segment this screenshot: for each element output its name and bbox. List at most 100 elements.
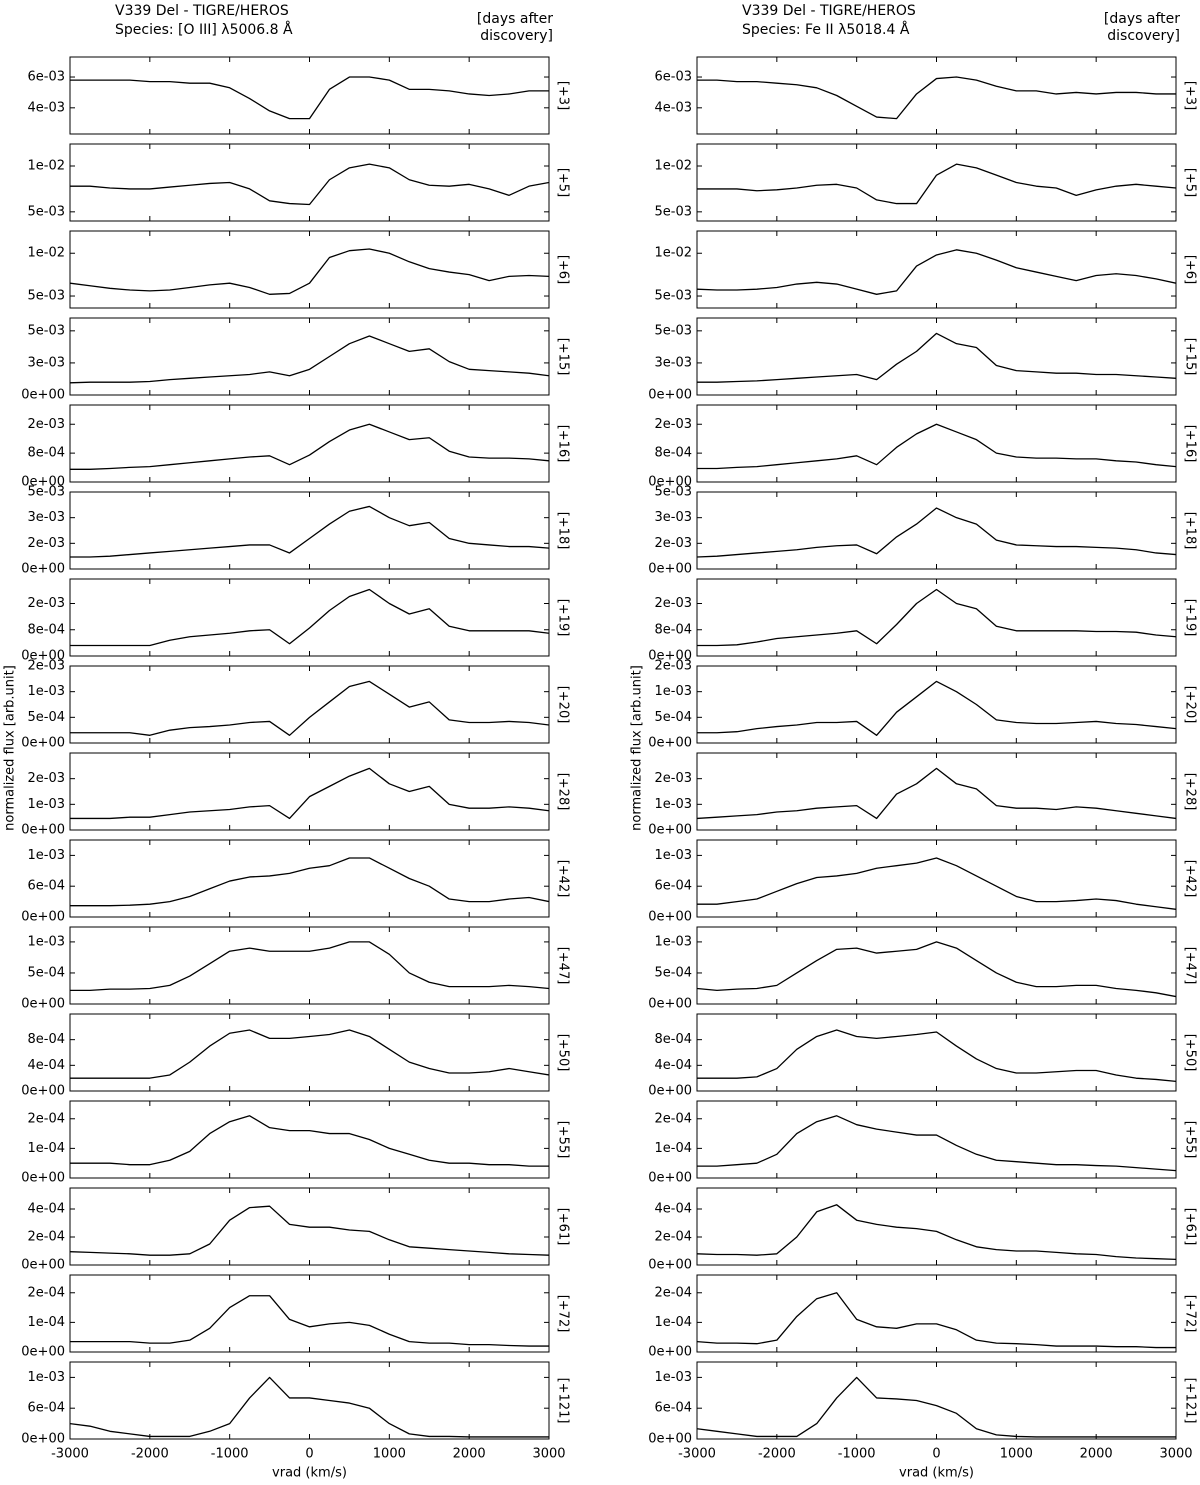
y-tick-label: 5e-03 (654, 289, 692, 304)
y-tick-label: 2e-04 (654, 1285, 692, 1300)
day-label: [+5] (1183, 168, 1198, 197)
day-label: [+28] (1183, 773, 1198, 811)
day-label: [+18] (1183, 512, 1198, 550)
y-tick-label: 1e-02 (27, 159, 65, 174)
panel-frame (696, 839, 1177, 918)
y-tick-label: 1e-03 (27, 934, 65, 949)
x-axis-label: vrad (km/s) (272, 1466, 347, 1481)
y-tick-label: 6e-04 (27, 879, 65, 894)
panel-frame (69, 578, 550, 657)
spectrum-line (697, 1204, 1176, 1261)
panel-frame (69, 1187, 550, 1266)
y-tick-label: 5e-03 (27, 323, 65, 338)
x-tick-label: 0 (932, 1447, 940, 1462)
x-tick-label: -2000 (758, 1447, 796, 1462)
spectrum-line (70, 423, 549, 470)
y-tick-label: 5e-04 (27, 710, 65, 725)
y-tick-label: 0e+00 (648, 388, 692, 403)
y-tick-label: 4e-04 (27, 1202, 65, 1217)
y-tick-label: 3e-03 (654, 510, 692, 525)
y-tick-label: 0e+00 (648, 1084, 692, 1099)
spectrum-line (697, 1292, 1176, 1349)
y-tick-label: 6e-03 (27, 70, 65, 85)
y-tick-label: 1e-04 (654, 1141, 692, 1156)
y-tick-label: 0e+00 (648, 475, 692, 490)
day-label: [+47] (556, 947, 571, 985)
y-tick-label: 1e-02 (654, 246, 692, 261)
day-label: [+55] (556, 1121, 571, 1159)
day-label: [+28] (556, 773, 571, 811)
y-tick-label: 0e+00 (21, 1345, 65, 1360)
y-tick-label: 0e+00 (21, 562, 65, 577)
spectrum-line (697, 1376, 1176, 1438)
y-tick-label: 0e+00 (21, 1171, 65, 1186)
y-tick-label: 0e+00 (648, 823, 692, 838)
day-label: [+15] (1183, 338, 1198, 376)
x-tick-label: -3000 (678, 1447, 716, 1462)
panel-frame (696, 1013, 1177, 1092)
panel-frame (69, 926, 550, 1005)
panel-frame (69, 1274, 550, 1353)
y-tick-label: 0e+00 (648, 736, 692, 751)
y-tick-label: 0e+00 (21, 736, 65, 751)
day-label: [+19] (1183, 599, 1198, 637)
spectrum-line (697, 332, 1176, 383)
day-label: [+61] (556, 1208, 571, 1246)
y-tick-label: 2e-04 (654, 1111, 692, 1126)
spectrum-line (70, 248, 549, 295)
panel-frame (696, 404, 1177, 483)
panel-frame (69, 665, 550, 744)
y-tick-label: 4e-03 (654, 100, 692, 115)
days-note: [days after (1104, 11, 1180, 27)
spectrum-line (70, 163, 549, 206)
day-label: [+5] (556, 168, 571, 197)
y-tick-label: 6e-04 (654, 1401, 692, 1416)
spectrum-line (697, 1029, 1176, 1083)
y-tick-label: 1e-03 (654, 684, 692, 699)
y-tick-label: 0e+00 (21, 475, 65, 490)
day-label: [+3] (556, 81, 571, 110)
panel-frame (69, 839, 550, 918)
spectrum-line (697, 1115, 1176, 1172)
y-tick-label: 2e-03 (654, 659, 692, 674)
spectrum-line (697, 76, 1176, 120)
spectrum-line (70, 680, 549, 736)
x-tick-label: 1000 (1000, 1447, 1033, 1462)
panel-frame (696, 578, 1177, 657)
column-subtitle: Species: Fe II λ5018.4 Å (742, 21, 910, 38)
panel-frame (69, 317, 550, 396)
panel-frame (69, 1100, 550, 1179)
y-tick-label: 2e-04 (27, 1111, 65, 1126)
x-axis-label: vrad (km/s) (899, 1466, 974, 1481)
y-tick-label: 0e+00 (21, 1432, 65, 1447)
y-tick-label: 0e+00 (648, 1258, 692, 1273)
spectrum-line (70, 767, 549, 820)
panel-frame (69, 1361, 550, 1440)
panel-frame (696, 665, 1177, 744)
y-tick-label: 2e-03 (654, 536, 692, 551)
y-tick-label: 1e-02 (654, 159, 692, 174)
day-label: [+55] (1183, 1121, 1198, 1159)
y-tick-label: 5e-03 (27, 485, 65, 500)
spectrum-line (70, 1295, 549, 1347)
y-tick-label: 8e-04 (27, 446, 65, 461)
day-label: [+121] (556, 1378, 571, 1424)
spectrum-line (697, 588, 1176, 647)
spectrum-line (697, 767, 1176, 820)
panel-frame (696, 143, 1177, 222)
x-tick-label: 2000 (453, 1447, 486, 1462)
day-label: [+47] (1183, 947, 1198, 985)
y-tick-label: 5e-03 (654, 485, 692, 500)
y-tick-label: 0e+00 (648, 910, 692, 925)
day-label: [+42] (556, 860, 571, 898)
panel-frame (69, 56, 550, 135)
y-tick-label: 8e-04 (654, 622, 692, 637)
panel-frame (696, 1187, 1177, 1266)
x-tick-label: 2000 (1080, 1447, 1113, 1462)
y-tick-label: 5e-03 (27, 204, 65, 219)
y-tick-label: 1e-03 (27, 797, 65, 812)
y-tick-label: 0e+00 (21, 649, 65, 664)
day-label: [+3] (1183, 81, 1198, 110)
panel-frame (696, 752, 1177, 831)
day-label: [+20] (556, 686, 571, 724)
